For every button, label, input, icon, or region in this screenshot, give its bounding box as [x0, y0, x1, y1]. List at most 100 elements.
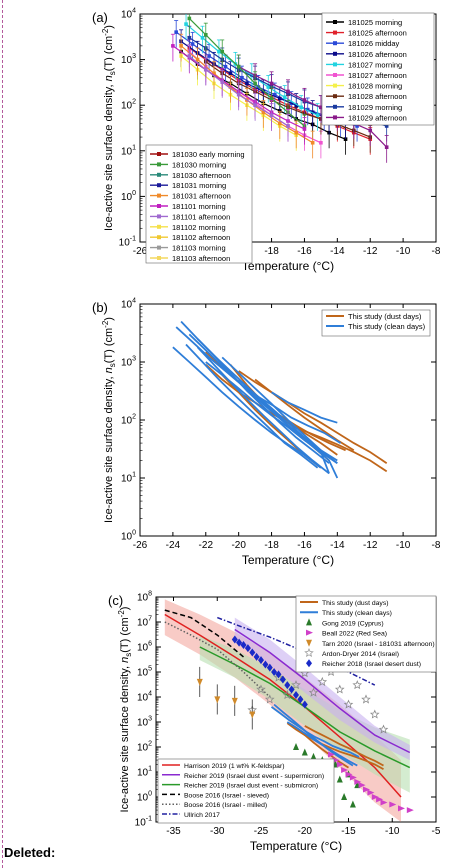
- panel-c-panel-label: (c): [108, 593, 123, 608]
- panel-b-ytick-label: 101: [121, 472, 136, 485]
- panel-a-legend-marker: [333, 41, 337, 46]
- panel-a-legend-label: 181028 morning: [348, 82, 402, 91]
- panel-a-legend-label: 181029 morning: [348, 103, 402, 112]
- panel-b-xtick-label: -26: [133, 540, 148, 551]
- panel-c-ardon-point: [282, 689, 293, 700]
- panel-c-series-group: [164, 599, 414, 822]
- panel-a-point: [190, 42, 195, 46]
- panel-b-legend-label: This study (clean days): [348, 322, 426, 331]
- panel-b-xtick-label: -18: [264, 540, 279, 551]
- panel-c-study-dust-line: [295, 726, 349, 769]
- panel-a-legend-label: 181026 midday: [348, 39, 400, 48]
- panel-c-reicher2018-point: [258, 656, 264, 665]
- panel-c-beall-point: [380, 799, 388, 806]
- panel-c-beall-point: [336, 761, 344, 768]
- panel-c-chart: -35 -30 -25 -20 -15 -10 -5 10-1 100 101 102 103 104 1…: [108, 591, 441, 854]
- panel-a-legend-label: 181102 afternoon: [172, 233, 230, 242]
- panel-a-point: [174, 30, 178, 34]
- panel-b-series-line: [271, 391, 338, 424]
- panel-c-reicher2018-point: [253, 652, 260, 661]
- panel-a-legend-label: 181026 afternoon: [348, 50, 407, 59]
- panel-a-ytick-label: 10-1: [119, 236, 136, 249]
- panel-a-legend-marker: [333, 115, 337, 120]
- panel-a-point: [236, 64, 241, 69]
- panel-a-legend-marker: [333, 30, 337, 35]
- panel-c-ardon-point: [273, 672, 284, 682]
- panel-b-chart: -26 -24 -22 -20 -18 -16 -14 -12 -10 -8 100 101 102 10…: [92, 298, 441, 568]
- panel-a-point: [179, 44, 183, 48]
- panel-a-legend-label: 181028 afternoon: [348, 92, 407, 101]
- panel-a-point: [368, 128, 373, 133]
- panel-a-point: [302, 98, 307, 102]
- panel-a-point: [245, 81, 249, 86]
- panel-a-point: [319, 105, 323, 110]
- panel-a-ylabel: Ice-active site surface density, ns(T) (…: [101, 25, 117, 231]
- panel-a-point: [187, 36, 192, 40]
- panel-a-legend-marker: [333, 73, 337, 77]
- panel-c-beall-point: [358, 782, 366, 789]
- panel-b-panel-label: (b): [92, 300, 108, 315]
- panel-c-reicher2018-point: [231, 635, 238, 644]
- panel-a-legend-marker: [333, 20, 337, 24]
- panel-c-reicher2018-point: [297, 695, 304, 704]
- panel-c-reicher2018-point: [301, 700, 308, 709]
- panel-a-legend-label: 181030 early morning: [172, 150, 245, 159]
- panel-c-legend-label: This study (clean days): [322, 610, 392, 617]
- panel-c-reicher2018-point: [293, 691, 299, 699]
- panel-a-point: [187, 54, 192, 58]
- panel-c-ytick-label: 104: [137, 691, 152, 704]
- panel-c-tarn-point: [231, 697, 238, 705]
- panel-b-series-line: [196, 346, 330, 475]
- panel-c-xtick-label: -5: [432, 826, 441, 837]
- panel-c-legend-label: Reicher 2019 (Israel dust event - submic…: [184, 783, 318, 790]
- panel-b-xlabel: Temperature (°C): [242, 553, 334, 567]
- panel-a-point: [269, 81, 274, 86]
- panel-a-legend-marker: [157, 204, 161, 208]
- panel-a-point: [240, 75, 244, 80]
- panel-c-legend-label: This study (dust days): [322, 600, 388, 607]
- panel-a-xtick-label: -8: [432, 246, 441, 257]
- panel-c-ytick-label: 108: [137, 591, 152, 604]
- panel-a-point: [217, 49, 221, 54]
- panel-c-ytick-label: 10-1: [135, 816, 152, 829]
- panel-c-beall-point: [406, 807, 414, 814]
- panel-c-beall-point: [328, 751, 335, 758]
- panel-b-ytick-label: 103: [121, 356, 136, 369]
- panel-c-legend-bottom-box: [157, 758, 335, 824]
- panel-a-legend-label: 181027 morning: [348, 60, 402, 69]
- panel-c-legend-label: Beall 2022 (Red Sea): [322, 631, 387, 638]
- panel-b-ytick-label: 102: [121, 414, 136, 427]
- panel-a-point: [355, 124, 359, 128]
- panel-c-ardon-point: [369, 709, 380, 719]
- panel-b-series-line: [196, 338, 339, 479]
- panel-b-legend-box: [321, 309, 431, 337]
- panel-a-ytick-label: 104: [121, 8, 136, 21]
- panel-b-ytick-label: 104: [121, 298, 136, 311]
- panel-c-ytick-label: 107: [137, 616, 152, 629]
- panel-a-point: [286, 89, 290, 94]
- revision-margin-line: [2, 0, 3, 868]
- panel-c-legend-label: Ardon-Dryer 2014 (Israel): [322, 651, 399, 658]
- panel-a-legend-marker: [333, 104, 337, 109]
- panel-b-xtick-label: -20: [231, 540, 246, 551]
- panel-a-legend-label: 181031 morning: [172, 181, 226, 190]
- panel-a-point: [220, 49, 225, 54]
- panel-a-point: [269, 113, 274, 118]
- panel-b-series-group: [172, 320, 388, 479]
- panel-c-reicher2018-point: [262, 660, 269, 669]
- panel-c-xtick-label: -20: [298, 826, 313, 837]
- panel-a-legend-marker: [333, 51, 337, 56]
- panel-a-legend-label: 181101 morning: [172, 202, 226, 211]
- panel-c-ardon-point: [317, 676, 328, 687]
- panel-c-reicher2018-point: [284, 681, 291, 690]
- panel-a-legend-label: 181030 morning: [172, 160, 226, 169]
- panel-a-point: [315, 113, 320, 118]
- panel-c-legend-label: Ullrich 2017: [184, 812, 220, 819]
- panel-c-ylabel: Ice-active site surface density, ns(T) (…: [117, 607, 133, 813]
- panel-b-ylabel: Ice-active site surface density, ns(T) (…: [101, 317, 117, 523]
- panel-a-ytick-label: 100: [121, 190, 136, 203]
- panel-a-series-line: [238, 66, 388, 148]
- panel-a-point: [343, 137, 348, 141]
- panel-c-ardon-point: [378, 724, 389, 734]
- panel-a-point: [203, 32, 208, 37]
